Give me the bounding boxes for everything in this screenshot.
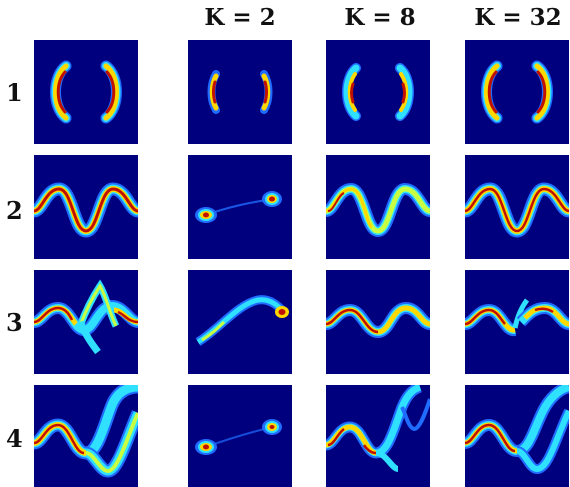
panel-row2-k2 [188,155,292,259]
row-label-1: 1 [6,78,23,107]
row-label-4: 4 [6,424,23,453]
panel-row1-target [34,40,138,144]
panel-row2-k32 [465,155,569,259]
panel-row3-target [34,270,138,374]
column-header-k8: K = 8 [344,4,416,31]
panel-row3-k2 [188,270,292,374]
panel-row4-target [34,385,138,487]
panel-row1-k32 [465,40,569,144]
panel-row4-k8 [326,385,430,487]
column-header-k2: K = 2 [204,4,276,31]
panel-row2-target [34,155,138,259]
panel-row3-k8 [326,270,430,374]
panel-row1-k2 [188,40,292,144]
panel-row2-k8 [326,155,430,259]
row-label-3: 3 [6,308,23,337]
panel-row1-k8 [326,40,430,144]
row-label-2: 2 [6,196,23,225]
panel-row4-k2 [188,385,292,487]
panel-row4-k32 [465,385,569,487]
column-header-k32: K = 32 [474,4,562,31]
panel-row3-k32 [465,270,569,374]
